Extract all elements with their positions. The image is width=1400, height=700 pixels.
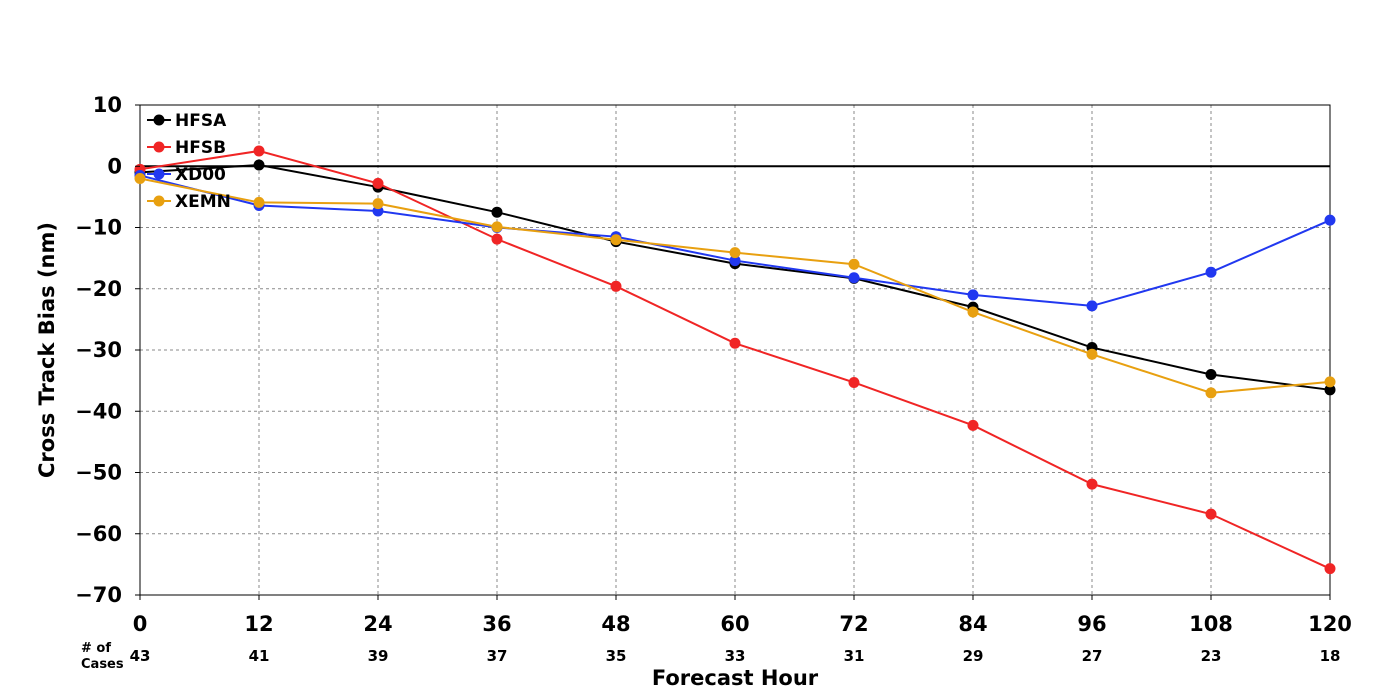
case-count: 27: [1082, 647, 1103, 665]
case-count: 29: [963, 647, 984, 665]
y-tick-label: −30: [75, 338, 122, 362]
legend-marker: [153, 195, 165, 207]
data-point: [1086, 300, 1098, 312]
data-point: [491, 206, 503, 218]
legend: HFSA HFSB XD00 XEMN: [147, 111, 231, 212]
case-count: 31: [844, 647, 865, 665]
data-point: [967, 289, 979, 301]
x-tick-label: 108: [1189, 612, 1233, 636]
case-count: 37: [487, 647, 508, 665]
x-tick-label: 120: [1308, 612, 1352, 636]
y-tick-label: −20: [75, 277, 122, 301]
x-tick-label: 12: [244, 612, 273, 636]
data-point: [372, 177, 384, 189]
data-point: [1205, 387, 1217, 399]
x-tick-label: 36: [482, 612, 511, 636]
y-tick-label: −50: [75, 461, 122, 485]
legend-item-hfsb: HFSB: [147, 138, 226, 158]
case-count: 33: [725, 647, 746, 665]
legend-label: HFSB: [175, 138, 226, 158]
data-point: [1086, 478, 1098, 490]
x-tick-label: 0: [133, 612, 148, 636]
x-tick-label: 60: [720, 612, 749, 636]
data-point: [253, 196, 265, 208]
data-point: [967, 419, 979, 431]
x-axis-title: Forecast Hour: [652, 666, 819, 690]
data-point: [1324, 384, 1336, 396]
legend-label: XEMN: [175, 192, 231, 212]
legend-item-xemn: XEMN: [147, 192, 231, 212]
case-count: 23: [1201, 647, 1222, 665]
data-point: [967, 306, 979, 318]
data-point: [253, 145, 265, 157]
y-axis-title: Cross Track Bias (nm): [35, 222, 59, 478]
y-tick-label: −60: [75, 522, 122, 546]
cases-title-line2: Cases: [81, 657, 124, 672]
legend-marker: [153, 141, 165, 153]
series-hfsb: [134, 145, 1336, 575]
case-count: 39: [368, 647, 389, 665]
y-axis: 10 0 −10 −20 −30 −40 −50 −60 −70: [75, 93, 140, 607]
legend-label: HFSA: [175, 111, 227, 131]
case-count: 41: [249, 647, 270, 665]
data-point: [729, 247, 741, 259]
x-tick-label: 96: [1077, 612, 1106, 636]
series-xemn: [134, 173, 1336, 399]
data-point: [729, 337, 741, 349]
data-point: [253, 159, 265, 171]
data-point: [729, 255, 741, 267]
y-tick-label: 0: [107, 154, 122, 178]
x-tick-label: 24: [363, 612, 392, 636]
data-point: [610, 234, 622, 246]
series-group: [134, 145, 1336, 575]
data-point: [491, 233, 503, 245]
data-point: [610, 280, 622, 292]
y-tick-label: −40: [75, 399, 122, 423]
data-point: [1205, 266, 1217, 278]
x-tick-label: 72: [839, 612, 868, 636]
y-tick-label: −70: [75, 583, 122, 607]
x-tick-label: 84: [958, 612, 987, 636]
data-point: [1086, 348, 1098, 360]
case-count: 18: [1320, 647, 1341, 665]
data-point: [1205, 508, 1217, 520]
data-point: [134, 173, 146, 184]
data-point: [372, 198, 384, 210]
legend-item-xd00: XD00: [147, 165, 226, 185]
data-point: [491, 221, 503, 233]
cases-row: # of Cases 43 41 39 37 35 33 31 29 27 23 18: [81, 641, 1340, 672]
y-tick-label: −10: [75, 216, 122, 240]
case-count: 35: [606, 647, 627, 665]
data-point: [848, 258, 860, 270]
case-count: 43: [130, 647, 151, 665]
legend-marker: [153, 168, 165, 180]
legend-label: XD00: [175, 165, 226, 185]
series-line: [139, 164, 1331, 391]
y-tick-label: 10: [93, 93, 122, 117]
cases-title-line1: # of: [81, 641, 111, 656]
data-point: [1205, 369, 1217, 380]
grid: [139, 104, 1331, 596]
x-tick-label: 48: [601, 612, 630, 636]
data-point: [1324, 376, 1336, 388]
legend-marker: [153, 114, 165, 126]
x-axis: 0 12 24 36 48 60 72 84 96 108 120: [133, 595, 1352, 636]
data-point: [1324, 214, 1336, 226]
data-point: [848, 376, 860, 388]
data-point: [848, 272, 860, 284]
legend-item-hfsa: HFSA: [147, 111, 227, 131]
data-point: [1324, 563, 1336, 575]
